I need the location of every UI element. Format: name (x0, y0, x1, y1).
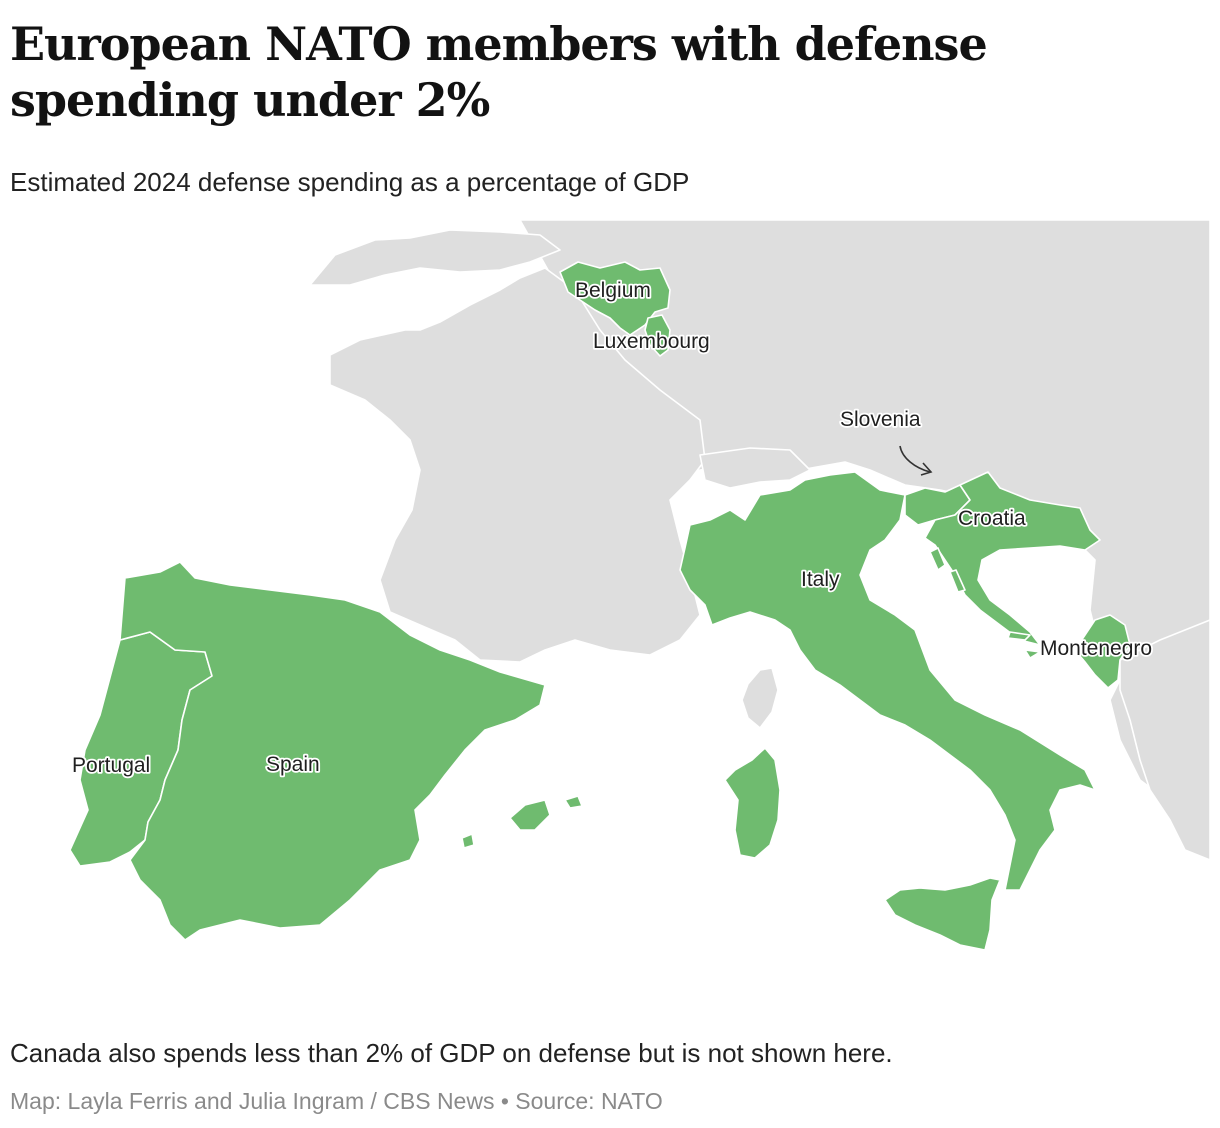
land-switzerland (699, 447, 811, 489)
land-balkans-south (1119, 619, 1210, 861)
label-italy: Italy (801, 568, 840, 591)
map: Belgium Luxembourg Slovenia Croatia Ital… (0, 220, 1210, 1000)
label-belgium: Belgium (575, 279, 651, 302)
label-croatia: Croatia (958, 507, 1026, 530)
label-spain: Spain (266, 753, 320, 776)
country-croatia (924, 471, 1101, 646)
label-slovenia: Slovenia (840, 408, 921, 431)
land-corsica (741, 667, 779, 729)
chart-subtitle: Estimated 2024 defense spending as a per… (10, 167, 690, 197)
country-luxembourg (644, 314, 671, 357)
country-belgium (559, 261, 671, 336)
country-montenegro (1074, 614, 1131, 689)
map-svg: Belgium Luxembourg Slovenia Croatia Ital… (69, 220, 1210, 951)
country-italy-sicily (884, 877, 1001, 951)
country-italy-sardinia (724, 747, 781, 859)
slovenia-arrow (899, 445, 931, 473)
country-spain-balearics (461, 795, 583, 849)
slovenia-arrowhead (920, 462, 933, 476)
land-france (329, 267, 706, 663)
country-italy (679, 471, 1096, 891)
country-croatia-islands (929, 547, 1041, 659)
country-spain (119, 561, 546, 941)
chart-title: European NATO members with defense spend… (10, 17, 988, 127)
land-britain (309, 229, 561, 286)
label-portugal: Portugal (72, 754, 150, 777)
label-montenegro: Montenegro (1040, 637, 1152, 660)
footnote: Canada also spends less than 2% of GDP o… (10, 1038, 893, 1068)
label-luxembourg: Luxembourg (593, 330, 710, 353)
credit-line: Map: Layla Ferris and Julia Ingram / CBS… (10, 1088, 663, 1114)
